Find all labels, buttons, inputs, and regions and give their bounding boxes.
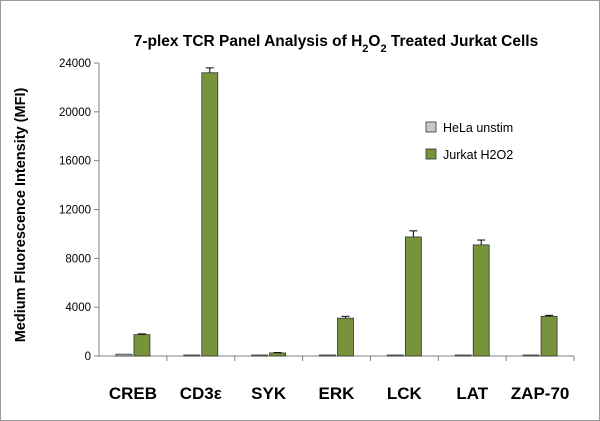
- y-tick-label: 16000: [59, 156, 91, 168]
- bar-jurkat-h2o2: [404, 236, 422, 357]
- bar-hela-unstim: [319, 354, 336, 357]
- plot-area: 0 4000 8000 12000 16000 20000 24000 CREB CD3ε SYK…: [59, 58, 575, 403]
- x-tick-label: SYK: [251, 384, 287, 403]
- bar-hela-unstim: [454, 354, 472, 357]
- bar-jurkat-h2o2: [472, 244, 490, 357]
- bar-hela-unstim: [183, 354, 201, 357]
- bar-jurkat-h2o2: [201, 72, 219, 357]
- bar-hela-unstim: [251, 354, 269, 357]
- legend-label: Jurkat H2O2: [443, 148, 513, 162]
- legend: HeLa unstim Jurkat H2O2: [425, 121, 513, 162]
- title-subscript: 2: [362, 43, 368, 55]
- title-part: 7-plex TCR Panel Analysis of H: [134, 33, 363, 50]
- title-part: O: [368, 33, 380, 50]
- legend-label: HeLa unstim: [443, 121, 513, 135]
- x-tick-label: CD3ε: [180, 384, 222, 403]
- x-tick-label: ZAP-70: [511, 384, 570, 403]
- x-tick-label: ERK: [319, 384, 356, 403]
- bar-jurkat-h2o2: [337, 317, 354, 357]
- y-tick-label: 24000: [59, 58, 91, 70]
- bar-jurkat-h2o2: [540, 315, 558, 357]
- legend-swatch: [425, 148, 437, 160]
- bar-hela-unstim: [522, 354, 540, 357]
- y-axis-label: Medium Fluorescence Intensity (MFI): [13, 88, 29, 343]
- x-tick-label: CREB: [109, 384, 157, 403]
- title-subscript: 2: [380, 43, 386, 55]
- x-tick-label: LAT: [456, 384, 488, 403]
- bar-jurkat-h2o2: [133, 334, 151, 357]
- chart-title: 7-plex TCR Panel Analysis of H2O2 Treate…: [134, 33, 538, 55]
- title-part: Treated Jurkat Cells: [387, 33, 539, 50]
- bar-hela-unstim: [386, 354, 404, 357]
- y-tick-label: 0: [85, 351, 91, 363]
- bar-jurkat-h2o2: [269, 352, 287, 357]
- legend-swatch: [425, 121, 437, 133]
- bar-hela-unstim: [115, 353, 133, 357]
- y-tick-label: 4000: [65, 302, 91, 314]
- y-tick-label: 20000: [59, 107, 91, 119]
- x-tick-label: LCK: [387, 384, 423, 403]
- y-tick-label: 12000: [59, 205, 91, 217]
- y-tick-label: 8000: [65, 253, 91, 265]
